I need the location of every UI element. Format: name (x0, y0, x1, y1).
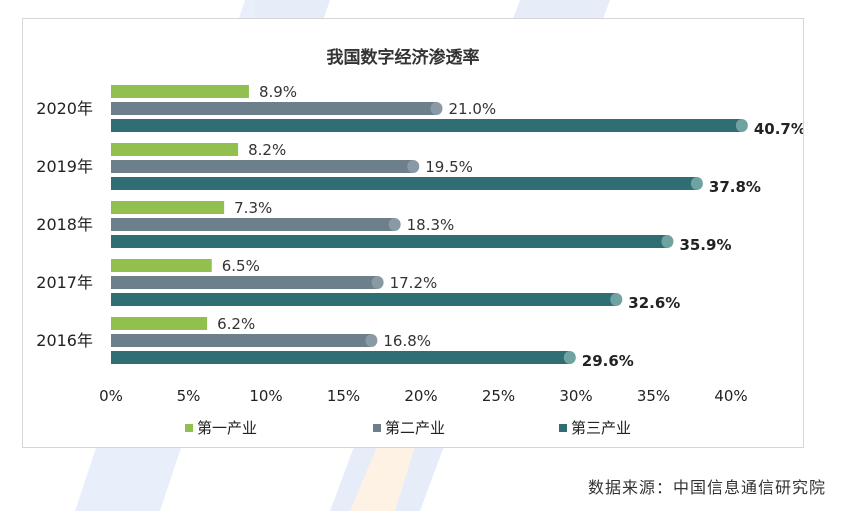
category-labels-group: 2020年 2019年 2018年 2017年 2016年 (36, 99, 93, 350)
data-label-第三产业-2016年: 29.6% (582, 352, 634, 370)
data-label-第一产业-2016年: 6.2% (217, 315, 255, 333)
source-note: 数据来源：中国信息通信研究院 (587, 478, 826, 497)
bars-group: 8.9% 21.0% 40.7% 8.2% 19.5% 37.8% 7.3% 18.3% 35.… (111, 83, 806, 370)
category-label-2020年: 2020年 (36, 99, 93, 118)
bar-第三产业-2017年 (111, 293, 617, 306)
bar-第三产业-2018年 (111, 235, 668, 248)
category-label-2017年: 2017年 (36, 273, 93, 292)
data-label-第二产业-2020年: 21.0% (449, 100, 497, 118)
category-label-2016年: 2016年 (36, 331, 93, 350)
x-tick-label-0: 0% (99, 387, 123, 405)
bar-cap-第三产业-2019年 (690, 177, 703, 190)
data-label-第二产业-2018年: 18.3% (407, 216, 455, 234)
legend-label-第一产业: 第一产业 (197, 419, 257, 437)
chart-title: 我国数字经济渗透率 (327, 47, 480, 68)
data-label-第三产业-2017年: 32.6% (628, 294, 680, 312)
bar-第一产业-2018年 (111, 201, 225, 214)
data-label-第一产业-2020年: 8.9% (259, 83, 297, 101)
data-label-第一产业-2017年: 6.5% (222, 257, 260, 275)
bar-cap-第二产业-2018年 (388, 218, 401, 231)
x-tick-label-35: 35% (637, 387, 670, 405)
legend-label-第二产业: 第二产业 (385, 419, 445, 437)
x-tick-label-10: 10% (249, 387, 282, 405)
bar-cap-第二产业-2016年 (365, 334, 378, 347)
category-label-2019年: 2019年 (36, 157, 93, 176)
bar-第二产业-2019年 (111, 160, 414, 173)
legend-swatch-第三产业 (559, 424, 567, 432)
x-tick-label-20: 20% (404, 387, 437, 405)
data-label-第二产业-2016年: 16.8% (383, 332, 431, 350)
bar-第一产业-2020年 (111, 85, 249, 98)
bar-第一产业-2016年 (111, 317, 208, 330)
bar-cap-第三产业-2020年 (735, 119, 748, 132)
x-tick-labels-group: 0% 5% 10% 15% 20% 25% 30% 35% 40% (99, 387, 748, 405)
legend: 第一产业 第二产业 第三产业 (185, 419, 631, 437)
data-label-第二产业-2019年: 19.5% (425, 158, 473, 176)
bar-cap-第三产业-2016年 (563, 351, 576, 364)
x-tick-label-5: 5% (177, 387, 201, 405)
data-label-第三产业-2018年: 35.9% (679, 236, 731, 254)
bar-第三产业-2020年 (111, 119, 742, 132)
bar-cap-第三产业-2018年 (661, 235, 674, 248)
bar-第二产业-2020年 (111, 102, 437, 115)
legend-label-第三产业: 第三产业 (571, 419, 631, 437)
bar-第二产业-2018年 (111, 218, 395, 231)
bar-第一产业-2017年 (111, 259, 212, 272)
x-tick-label-25: 25% (482, 387, 515, 405)
bar-第一产业-2019年 (111, 143, 239, 156)
legend-swatch-第一产业 (185, 424, 193, 432)
x-tick-label-15: 15% (327, 387, 360, 405)
data-label-第三产业-2020年: 40.7% (754, 120, 803, 138)
bar-第二产业-2017年 (111, 276, 378, 289)
data-label-第三产业-2019年: 37.8% (709, 178, 761, 196)
data-label-第二产业-2017年: 17.2% (390, 274, 438, 292)
x-tick-label-40: 40% (714, 387, 747, 405)
x-tick-label-30: 30% (559, 387, 592, 405)
data-label-第一产业-2019年: 8.2% (248, 141, 286, 159)
chart-panel: 我国数字经济渗透率 8.9% 21.0% 40.7% 8.2% 19.5% 37.8% 7.… (22, 18, 806, 448)
legend-swatch-第二产业 (373, 424, 381, 432)
data-label-第一产业-2018年: 7.3% (234, 199, 272, 217)
bar-chart: 我国数字经济渗透率 8.9% 21.0% 40.7% 8.2% 19.5% 37.8% 7.… (36, 47, 806, 437)
bar-第三产业-2019年 (111, 177, 697, 190)
bar-cap-第三产业-2017年 (610, 293, 623, 306)
bar-cap-第二产业-2020年 (430, 102, 443, 115)
bar-第三产业-2016年 (111, 351, 570, 364)
bar-cap-第二产业-2019年 (407, 160, 420, 173)
bar-cap-第二产业-2017年 (371, 276, 384, 289)
category-label-2018年: 2018年 (36, 215, 93, 234)
bar-第二产业-2016年 (111, 334, 372, 347)
